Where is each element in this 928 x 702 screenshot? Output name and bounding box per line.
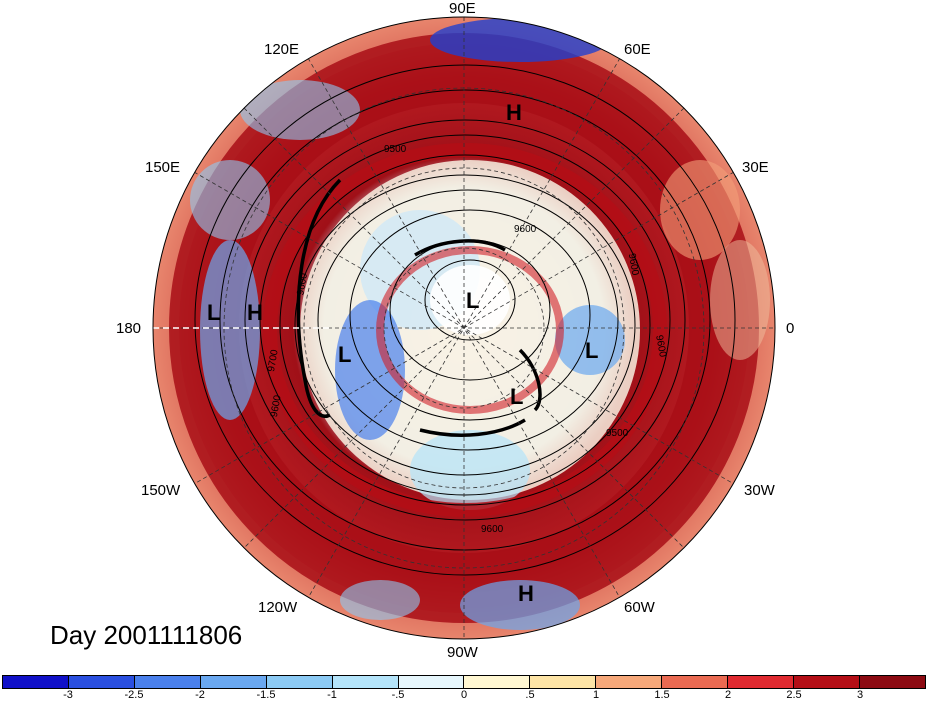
low-pressure-center: L (338, 342, 351, 367)
longitude-label-90w: 90W (447, 644, 478, 661)
colorbar-cell (266, 676, 333, 688)
colorbar-tick-label: -1 (327, 689, 337, 701)
shaded-field (153, 17, 775, 639)
high-pressure-center: H (247, 300, 263, 325)
contour-label: 9600 (626, 252, 641, 276)
longitude-label-30w: 30W (744, 482, 775, 499)
low-pressure-center: L (510, 384, 523, 409)
high-pressure-center: H (518, 581, 534, 606)
colorbar-cell (68, 676, 135, 688)
colorbar-tick-label: 1.5 (654, 689, 670, 701)
low-pressure-center: L (466, 288, 479, 313)
longitude-label-0: 0 (786, 320, 795, 337)
longitude-label-90e: 90E (449, 0, 476, 17)
colorbar-cell (859, 676, 925, 688)
colorbar-tick-label: .5 (525, 689, 535, 701)
low-pressure-center: L (585, 338, 598, 363)
colorbar-tick-label: 3 (856, 689, 864, 701)
colorbar-cell (200, 676, 267, 688)
colorbar-tick-label: -1.5 (256, 689, 276, 701)
longitude-label-150w: 150W (141, 482, 181, 499)
colorbar-tick-label: 2 (724, 689, 732, 701)
longitude-label-150e: 150E (145, 159, 181, 176)
colorbar-tick-label: 1 (592, 689, 600, 701)
longitude-label-180: 180 (116, 320, 142, 337)
contour-label: 9600 (653, 334, 668, 358)
colorbar-cell (464, 676, 531, 688)
colorbar-cell (332, 676, 399, 688)
colorbar-cell (530, 676, 597, 688)
colorbar-cell (662, 676, 729, 688)
colorbar-cell (728, 676, 795, 688)
colorbar-tick-label: 2.5 (786, 689, 802, 701)
colorbar-tick-label: -2.5 (124, 689, 144, 701)
high-pressure-center: H (506, 100, 522, 125)
longitude-label-120e: 120E (264, 41, 300, 58)
colorbar-tick-label: -.5 (391, 689, 405, 701)
colorbar-cell (398, 676, 465, 688)
colorbar (2, 675, 926, 689)
contour-label: 9600 (514, 224, 537, 235)
colorbar-cell (134, 676, 201, 688)
map-title: Day 2001111806 (50, 620, 243, 650)
longitude-label-60e: 60E (624, 41, 651, 58)
contour-label: 9700 (266, 348, 281, 372)
contour-label: 9600 (295, 272, 310, 296)
low-pressure-center: L (207, 300, 220, 325)
colorbar-tick-label: -2 (195, 689, 205, 701)
contour-label: 9500 (384, 144, 407, 155)
contour-label: 9500 (606, 428, 629, 439)
longitude-label-120w: 120W (258, 599, 298, 616)
colorbar-cell (794, 676, 860, 688)
contour-label: 9600 (481, 524, 504, 535)
longitude-label-60w: 60W (624, 599, 655, 616)
colorbar-tick-label: 0 (460, 689, 468, 701)
colorbar-tick-label: -3 (63, 689, 73, 701)
colorbar-cell (3, 676, 69, 688)
contour-label: 9600 (269, 394, 284, 418)
colorbar-cell (596, 676, 663, 688)
longitude-label-30e: 30E (742, 159, 769, 176)
